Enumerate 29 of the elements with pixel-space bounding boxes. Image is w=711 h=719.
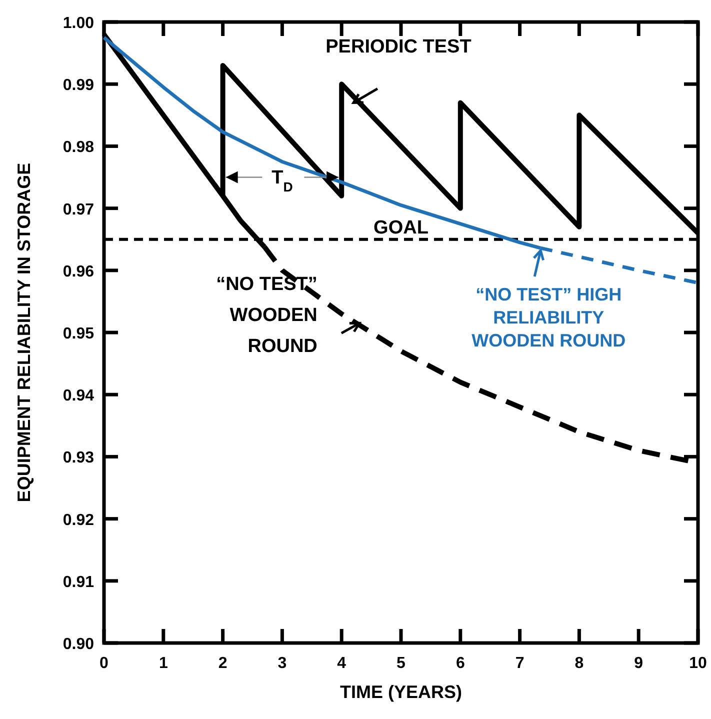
y-tick-label: 0.94: [62, 388, 94, 405]
x-tick-label: 1: [158, 655, 168, 672]
x-tick-label: 10: [689, 655, 707, 672]
x-tick-label: 5: [396, 655, 406, 672]
annotation: “NO TEST” WOODEN ROUND: [216, 274, 318, 358]
x-tick-label: 3: [278, 655, 287, 672]
x-tick-label: 7: [515, 655, 524, 672]
y-axis-title: EQUIPMENT RELIABILITY IN STORAGE: [14, 162, 34, 502]
y-tick-label: 0.90: [62, 636, 94, 653]
x-tick-label: 6: [456, 655, 465, 672]
annotation: “NO TEST” HIGH RELIABILITY WOODEN ROUND: [472, 284, 626, 351]
x-tick-label: 8: [574, 655, 584, 672]
annotation: T$_{D}$: [272, 167, 294, 194]
y-tick-label: 0.97: [62, 201, 94, 218]
y-tick-label: 0.99: [62, 77, 94, 94]
y-tick-label: 0.93: [62, 450, 94, 467]
y-tick-label: 0.95: [62, 326, 94, 342]
x-tick-label: 0: [100, 655, 109, 672]
annotation: PERIODIC TEST: [326, 36, 472, 58]
ref-line-label: GOAL: [374, 217, 429, 238]
y-tick-label: 0.92: [62, 512, 94, 529]
y-tick-label: 0.91: [62, 574, 94, 591]
y-tick-label: 1.00: [62, 15, 94, 32]
x-tick-label: 4: [337, 655, 346, 672]
y-tick-label: 0.98: [62, 139, 94, 156]
y-tick-label: 0.96: [62, 263, 94, 280]
x-tick-label: 2: [218, 655, 228, 672]
x-tick-label: 9: [634, 655, 644, 672]
x-axis-title: TIME (YEARS): [340, 682, 462, 702]
